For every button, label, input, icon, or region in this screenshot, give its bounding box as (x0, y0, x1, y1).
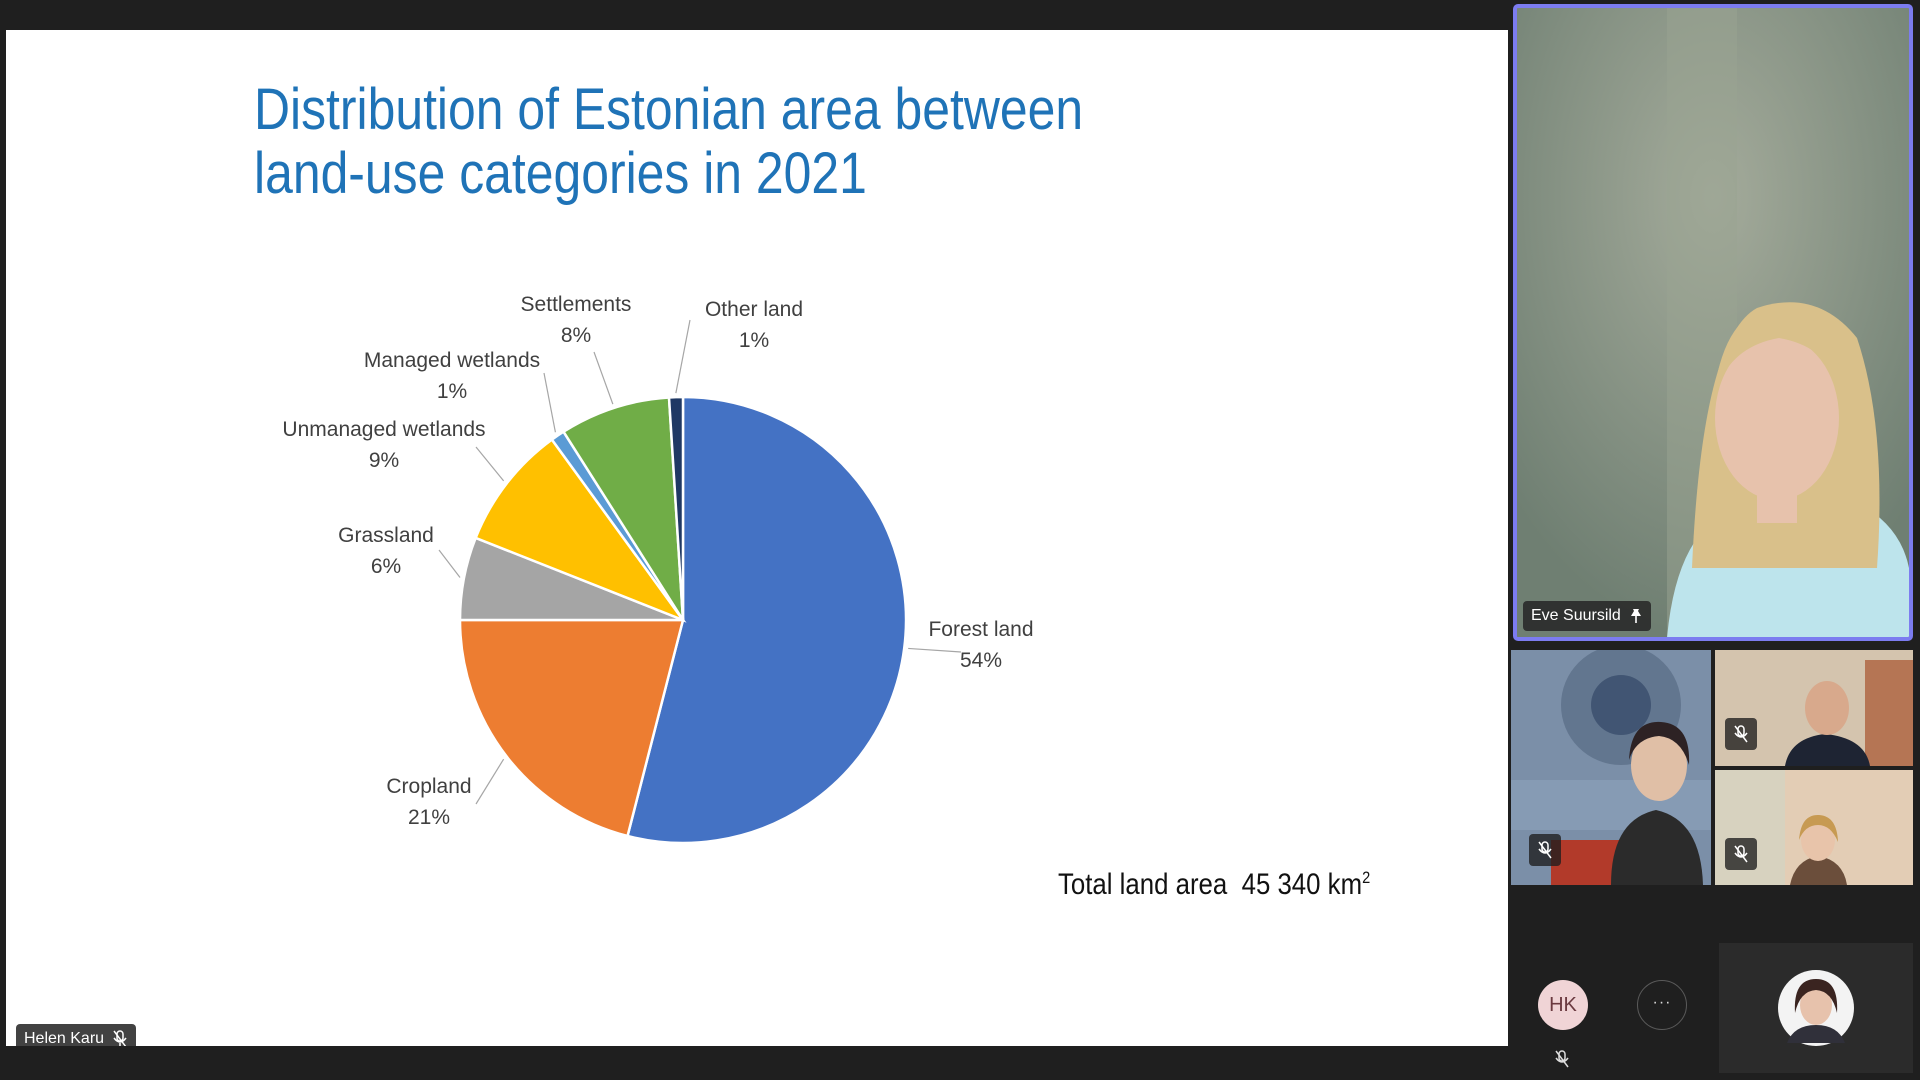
slice-label: Managed wetlands (364, 349, 540, 372)
leader-line (438, 549, 461, 578)
slice-percent-label: 9% (369, 449, 399, 472)
leader-line (475, 758, 505, 805)
participant-tile-2[interactable] (1715, 650, 1913, 766)
pie-chart: Forest land 54% Cropland 21% Grassland 6% Unma… (282, 293, 1034, 845)
speaker-name-tag: Eve Suursild (1523, 601, 1651, 631)
speaker-name: Eve Suursild (1531, 607, 1621, 624)
slice-label: Unmanaged wetlands (282, 418, 485, 441)
mic-muted-icon (112, 1030, 128, 1046)
total-land-area: Total land area 45 340 km2 (1058, 868, 1370, 902)
total-area-label: Total land area (1058, 868, 1228, 901)
more-participants-button[interactable]: ··· (1637, 980, 1687, 1030)
leader-line (593, 351, 614, 405)
participant-tile-1[interactable] (1511, 650, 1711, 885)
participant-avatar-hk[interactable]: HK (1538, 980, 1588, 1030)
leader-line (908, 647, 962, 653)
pie-slice-cropland (458, 618, 685, 838)
pie-slice-settlements (561, 396, 685, 621)
slice-percent-label: 21% (408, 806, 450, 829)
mic-muted-icon (1725, 718, 1757, 750)
slice-label: Grassland (338, 524, 434, 547)
presenter-name-tag: Helen Karu (16, 1024, 137, 1046)
speaker-video-frame (1517, 8, 1909, 637)
mic-muted-icon (1555, 1050, 1569, 1073)
slice-percent-label: 6% (371, 555, 401, 578)
pie-slice-other-land (667, 395, 685, 621)
slide-title: Distribution of Estonian area between la… (254, 77, 1084, 206)
slice-percent-label: 1% (437, 380, 467, 403)
slice-label: Forest land (928, 618, 1033, 641)
pie-slice-unmanaged-wetlands (474, 437, 687, 623)
slice-percent-label: 1% (739, 329, 769, 352)
slice-percent-label: 8% (561, 324, 591, 347)
self-view-frame (1719, 943, 1913, 1073)
leader-line (475, 446, 505, 482)
shared-screen-slide: Distribution of Estonian area between la… (6, 30, 1508, 1046)
leader-line (543, 372, 556, 433)
slice-label: Cropland (386, 775, 471, 798)
total-area-exponent: 2 (1362, 868, 1371, 887)
mic-muted-icon (1725, 838, 1757, 870)
slice-percent-label: 54% (960, 649, 1002, 672)
presenter-name: Helen Karu (24, 1030, 105, 1046)
slice-label: Other land (705, 298, 803, 321)
mic-muted-icon (1529, 834, 1561, 866)
pie-slice-forest-land (626, 395, 908, 845)
pin-icon[interactable] (1629, 608, 1643, 624)
slice-label: Settlements (521, 293, 632, 316)
participant-tile-3[interactable] (1715, 770, 1913, 885)
self-view-video[interactable] (1719, 943, 1913, 1073)
active-speaker-video[interactable]: Eve Suursild (1513, 4, 1913, 641)
total-area-value: 45 340 km (1241, 868, 1363, 901)
leader-line (675, 319, 691, 394)
